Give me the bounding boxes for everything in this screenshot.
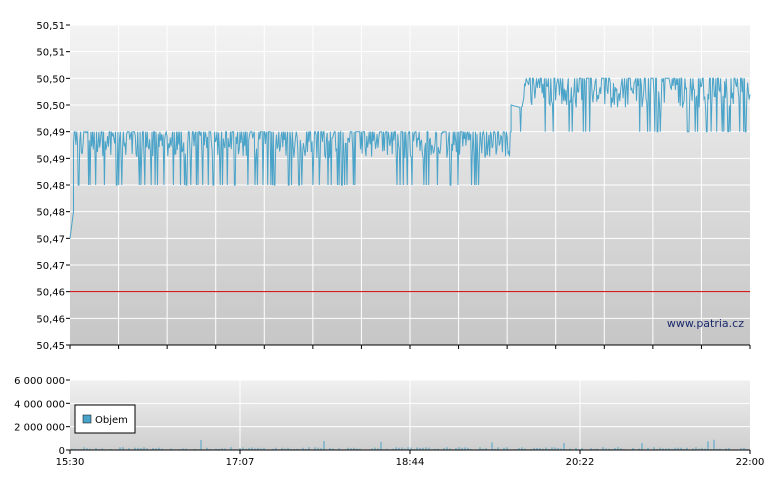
price-y-tick-label: 50,50	[36, 74, 65, 85]
price-y-tick-label: 50,51	[36, 21, 65, 32]
volume-y-tick-label: 4 000 000	[14, 399, 65, 410]
price-series-line	[69, 77, 751, 239]
volume-x-tick-label: 15:30	[56, 457, 85, 468]
legend-label: Objem	[95, 415, 128, 426]
price-y-tick-label: 50,47	[36, 261, 65, 272]
watermark: www.patria.cz	[667, 317, 744, 330]
volume-x-tick-label: 17:07	[226, 457, 255, 468]
price-y-tick-label: 50,50	[36, 101, 65, 112]
volume-x-axis: 15:30 17:07 18:44 20:22 22:00	[56, 450, 765, 468]
price-y-tick-label: 50,47	[36, 234, 65, 245]
volume-x-tick-label: 22:00	[736, 457, 765, 468]
price-y-tick-label: 50,49	[36, 128, 65, 139]
price-y-tick-label: 50,48	[36, 208, 65, 219]
volume-x-tick-label: 20:22	[566, 457, 595, 468]
price-y-tick-label: 50,48	[36, 181, 65, 192]
price-y-tick-label: 50,46	[36, 314, 65, 325]
price-y-tick-label: 50,45	[36, 341, 65, 352]
volume-x-tick-label: 18:44	[396, 457, 425, 468]
volume-y-tick-label: 0	[59, 446, 65, 457]
volume-y-tick-label: 2 000 000	[14, 423, 65, 434]
volume-y-tick-label: 6 000 000	[14, 376, 65, 387]
price-y-tick-label: 50,46	[36, 288, 65, 299]
price-y-tick-label: 50,49	[36, 154, 65, 165]
price-y-axis: 50,45 50,46 50,46 50,47 50,47 50,48 50,48 50,49…	[36, 21, 70, 352]
price-x-ticks	[69, 345, 751, 349]
price-y-tick-label: 50,51	[36, 48, 65, 59]
price-panel: 50,45 50,46 50,46 50,47 50,47 50,48 50,48 50,49…	[36, 21, 751, 352]
legend-swatch	[82, 414, 92, 424]
volume-y-axis: 0 2 000 000 4 000 000 6 000 000	[14, 376, 70, 457]
volume-legend: Objem	[74, 404, 136, 434]
